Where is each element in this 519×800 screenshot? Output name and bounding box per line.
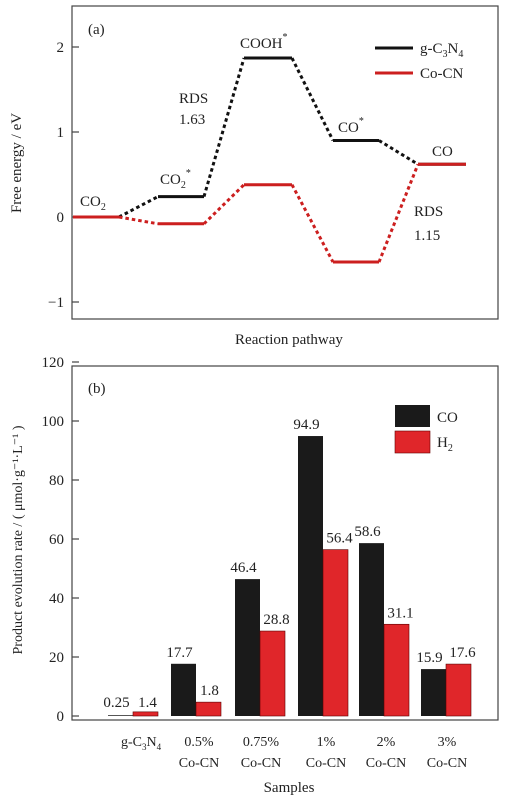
label-co2: CO2 [80, 194, 106, 213]
connector-g-c3n4-3 [378, 139, 419, 166]
y-tick-label: 120 [42, 355, 65, 371]
rds-red-value: 1.15 [414, 228, 440, 244]
panel-a-y-label: Free energy / eV [9, 113, 25, 213]
label-co: CO [432, 144, 453, 160]
data-label-h2: 1.8 [200, 683, 219, 699]
panel-b-y-axis: 0 20 40 60 80 100 120 [42, 355, 79, 725]
panel-b-y-label: Product evolution rate / ( μmol·g⁻¹·L⁻¹ … [11, 425, 26, 654]
data-label-co: 94.9 [293, 417, 319, 433]
panel-b-plot: 0.25 1.4 17.7 1.8 46.4 28.8 94.9 56.4 58.6 31.1 15… [103, 417, 476, 717]
rds-black-title: RDS [179, 91, 208, 107]
x-tick-label: 1% [317, 735, 336, 750]
bar-co [359, 543, 384, 716]
connector-co-cn-2 [290, 183, 335, 263]
x-tick-label: Co-CN [241, 756, 281, 771]
panel-a-legend: g-C3N4 Co-CN [375, 41, 464, 82]
rds-red-title: RDS [414, 204, 443, 220]
connector-g-c3n4-2 [290, 57, 335, 142]
data-label-co: 46.4 [230, 560, 257, 576]
data-label-co: 17.7 [166, 645, 193, 661]
data-label-h2: 28.8 [263, 612, 289, 628]
data-label-h2: 31.1 [387, 605, 413, 621]
x-tick-label: Co-CN [306, 756, 346, 771]
data-label-h2: 1.4 [138, 695, 157, 711]
data-label-co: 15.9 [416, 650, 442, 666]
panel-b: (b) 0 20 40 60 80 100 120 Product evolution ra… [11, 355, 499, 796]
bar-co [108, 715, 133, 716]
panel-b-label: (b) [88, 381, 106, 397]
x-tick-label: Co-CN [427, 756, 467, 771]
legend-swatch-co [395, 405, 430, 427]
x-tick-label: 0.75% [243, 735, 280, 750]
data-label-co: 0.25 [103, 695, 129, 711]
y-tick-label: 20 [49, 650, 64, 666]
panel-a-label: (a) [88, 22, 105, 38]
data-label-h2: 17.6 [449, 645, 476, 661]
y-tick-label: 100 [42, 414, 65, 430]
connector-co-cn-0 [118, 215, 159, 226]
y-tick-label: −1 [48, 295, 64, 311]
panel-a-plot [73, 56, 466, 264]
x-tick-label: 2% [377, 735, 396, 750]
panel-b-legend: CO H2 [394, 405, 458, 454]
x-tick-label: 3% [438, 735, 457, 750]
bar-h2 [259, 630, 286, 717]
panel-b-x-ticks: g-C3N4 0.5% Co-CN 0.75% Co-CN 1% Co-CN 2… [121, 735, 467, 771]
y-tick-label: 60 [49, 532, 64, 548]
label-co-ads: CO* [338, 116, 364, 136]
panel-a-x-label: Reaction pathway [235, 332, 343, 348]
x-tick-label: 0.5% [184, 735, 214, 750]
legend-label-co: CO [437, 410, 458, 426]
y-tick-label: 1 [57, 125, 65, 141]
y-tick-label: 80 [49, 473, 64, 489]
bar-co [298, 436, 323, 716]
bar-co [171, 663, 196, 716]
legend-label-g-c3n4: g-C3N4 [420, 41, 463, 60]
connector-g-c3n4-1 [202, 57, 246, 198]
panel-a: (a) −1 0 1 2 Free energy / eV Reaction path… [9, 5, 499, 348]
connector-co-cn-1 [202, 183, 246, 225]
data-label-co: 58.6 [354, 524, 381, 540]
data-label-h2: 56.4 [326, 531, 353, 547]
x-tick-label: g-C3N4 [121, 735, 162, 752]
bar-co [235, 579, 260, 716]
y-tick-label: 40 [49, 591, 64, 607]
x-tick-label: Co-CN [179, 756, 219, 771]
rds-black-value: 1.63 [179, 112, 205, 128]
bar-h2 [383, 623, 410, 717]
connector-co-cn-3 [377, 163, 420, 263]
panel-b-frame [71, 365, 499, 721]
bar-h2 [195, 701, 222, 717]
connector-g-c3n4-0 [118, 195, 159, 219]
panel-a-frame [71, 5, 499, 320]
label-cooh-ads: COOH* [240, 32, 288, 52]
panel-b-x-label: Samples [264, 780, 315, 796]
x-tick-label: Co-CN [366, 756, 406, 771]
y-tick-label: 2 [57, 40, 65, 56]
bar-h2 [445, 663, 472, 717]
legend-swatch-h2 [394, 430, 431, 454]
y-tick-label: 0 [57, 210, 65, 226]
y-tick-label: 0 [57, 709, 65, 725]
legend-label-co-cn: Co-CN [420, 66, 464, 82]
bar-co [421, 669, 446, 716]
bar-h2 [132, 711, 159, 717]
legend-label-h2: H2 [437, 435, 453, 454]
panel-a-y-axis: −1 0 1 2 [48, 40, 79, 311]
bar-h2 [322, 549, 349, 717]
label-co2-ads: CO2* [160, 168, 191, 191]
